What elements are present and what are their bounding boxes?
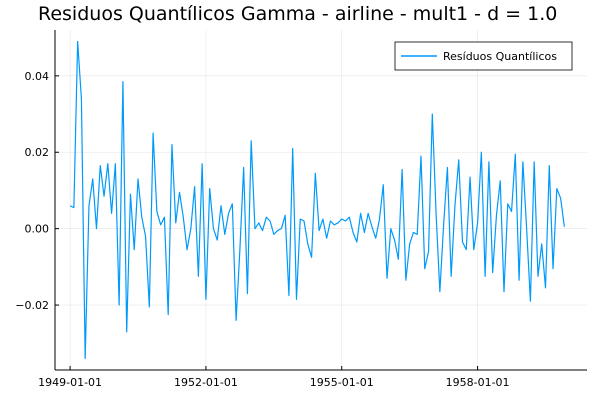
x-tick-label: 1958-01-01 bbox=[446, 376, 510, 389]
y-tick-label: 0.04 bbox=[25, 70, 50, 83]
x-tick-label: 1952-01-01 bbox=[174, 376, 238, 389]
y-tick-label: 0.02 bbox=[25, 146, 50, 159]
legend-label: Resíduos Quantílicos bbox=[443, 50, 557, 63]
series-layer bbox=[69, 40, 565, 360]
y-tick-label: 0.00 bbox=[25, 223, 50, 236]
axes-layer bbox=[54, 30, 587, 371]
x-tick-label: 1955-01-01 bbox=[310, 376, 374, 389]
chart-title: Residuos Quantílicos Gamma - airline - m… bbox=[38, 3, 557, 25]
series-line bbox=[69, 40, 565, 360]
ticks-layer: 1949-01-01 1952-01-01 1955-01-01 1958-01-01… bbox=[15, 70, 509, 389]
legend: Resíduos Quantílicos bbox=[394, 41, 573, 71]
grid-layer bbox=[55, 30, 587, 370]
y-tick-label: −0.02 bbox=[15, 299, 49, 312]
x-tick-label: 1949-01-01 bbox=[38, 376, 102, 389]
